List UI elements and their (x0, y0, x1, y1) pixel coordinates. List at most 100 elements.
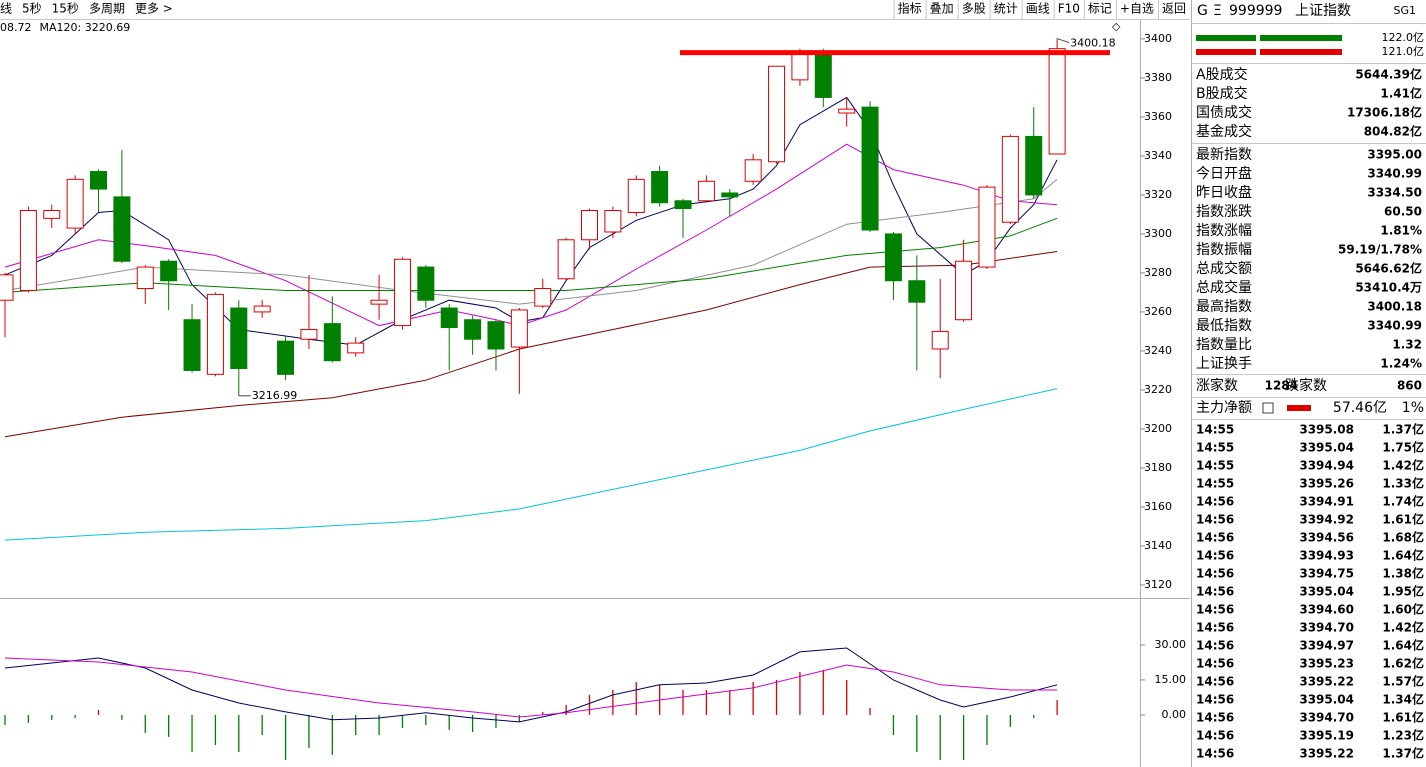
volume-bar (1260, 35, 1342, 41)
toolbar-button[interactable]: 返回 (1162, 2, 1186, 16)
row-label: 最低指数 (1196, 318, 1252, 334)
tick-time: 14:56 (1196, 621, 1234, 635)
tick-time: 14:56 (1196, 657, 1234, 671)
toolbar-item[interactable]: 更多 > (135, 2, 173, 16)
tick-price: 3395.19 (1299, 729, 1354, 743)
flow-pct: 1% (1402, 400, 1424, 416)
toolbar-item[interactable]: 多周期 (89, 2, 125, 16)
tick-price: 3395.04 (1299, 585, 1354, 599)
y-tick-label: 3220 (1144, 383, 1172, 396)
candle-body (721, 192, 739, 198)
candle-body (183, 319, 201, 371)
candle-body (113, 196, 131, 262)
tick-volume: 1.42亿 (1382, 620, 1424, 635)
candle-body (978, 186, 996, 268)
tick-price: 3395.04 (1299, 441, 1354, 455)
tick-price: 3394.70 (1299, 621, 1354, 635)
volume-bar-label: 122.0亿 (1382, 31, 1425, 44)
toolbar-item[interactable]: 5秒 (22, 2, 42, 16)
row-label: 指数振幅 (1196, 242, 1252, 258)
candle-body (1025, 135, 1043, 196)
tick-price: 3395.08 (1299, 423, 1354, 437)
flow-bar (1287, 405, 1311, 411)
row-label: 今日开盘 (1196, 165, 1252, 182)
candle-body (931, 330, 949, 350)
y-tick-label: 3340 (1144, 149, 1172, 162)
tick-volume: 1.33亿 (1382, 476, 1424, 491)
moving-average (4, 178, 1058, 305)
max-pointer (1056, 38, 1070, 44)
candle-body (440, 307, 458, 329)
volume-bar (1196, 49, 1256, 55)
tick-price: 3394.92 (1299, 513, 1354, 527)
toolbar-button[interactable]: 统计 (994, 2, 1018, 16)
candle-body (1048, 48, 1066, 155)
row-value: 1.81% (1380, 224, 1422, 238)
toolbar-button[interactable]: +自选 (1120, 2, 1154, 16)
diamond-icon: ◇ (1112, 20, 1121, 33)
tick-price: 3394.56 (1299, 531, 1354, 545)
candle-body (627, 178, 645, 213)
tick-price: 3394.70 (1299, 711, 1354, 725)
row-label: A股成交 (1196, 66, 1248, 83)
toolbar-button[interactable]: 标记 (1088, 2, 1112, 16)
row-label: 国债成交 (1196, 104, 1252, 121)
candle-body (66, 178, 84, 229)
header-text: SG1 (1393, 4, 1416, 17)
candle-body (557, 239, 575, 280)
tick-price: 3395.22 (1299, 675, 1354, 689)
candle-body (814, 54, 832, 98)
macd-line (4, 657, 1058, 718)
candle-body (838, 108, 856, 114)
y-tick-label: 3140 (1144, 539, 1172, 552)
legend-entry: 08.72 (0, 21, 32, 34)
toolbar-button[interactable]: 指标 (898, 1, 922, 16)
tick-time: 14:56 (1196, 639, 1234, 653)
candle-body (674, 200, 692, 210)
candle-body (347, 342, 365, 354)
row-value: 3400.18 (1367, 300, 1422, 314)
toolbar-button[interactable]: 多股 (962, 2, 986, 16)
toolbar-item[interactable]: 线 (0, 2, 12, 16)
tick-time: 14:56 (1196, 603, 1234, 617)
row-value: 60.50 (1384, 205, 1422, 219)
candle-body (510, 309, 528, 348)
row-label: 指数量比 (1196, 337, 1252, 353)
toolbar-button[interactable]: F10 (1058, 2, 1080, 16)
row-value: 53410.4万 (1355, 281, 1422, 295)
row-label: 指数涨幅 (1196, 223, 1252, 239)
breadth-text: 跌家数 (1285, 377, 1327, 394)
breadth-text: 涨家数 (1196, 377, 1238, 394)
volume-bar (1260, 49, 1342, 55)
row-value: 1.32 (1392, 338, 1422, 352)
tick-price: 3394.91 (1299, 495, 1354, 509)
toolbar-button[interactable]: 叠加 (930, 2, 954, 16)
y-tick-label: 3300 (1144, 227, 1172, 240)
candle-body (955, 260, 973, 321)
tick-time: 14:55 (1196, 477, 1234, 491)
tick-time: 14:56 (1196, 585, 1234, 599)
header-text: 上证指数 (1295, 3, 1351, 19)
volume-bar-label: 121.0亿 (1382, 45, 1425, 58)
toolbar-button[interactable]: 画线 (1026, 2, 1050, 16)
tick-volume: 1.60亿 (1382, 602, 1424, 617)
row-label: 基金成交 (1196, 123, 1252, 140)
tick-time: 14:56 (1196, 711, 1234, 725)
candle-body (861, 106, 879, 231)
candle-body (487, 321, 505, 350)
candle-body (206, 293, 224, 375)
tick-volume: 1.75亿 (1382, 440, 1424, 455)
volume-bar (1196, 35, 1256, 41)
tick-volume: 1.34亿 (1382, 692, 1424, 707)
candle-body (90, 171, 108, 190)
row-label: 总成交额 (1196, 260, 1252, 277)
y-tick-label: 3160 (1144, 500, 1172, 513)
y-tick-label: 3280 (1144, 266, 1172, 279)
tick-price: 3394.75 (1299, 567, 1354, 581)
toolbar-item[interactable]: 15秒 (52, 2, 79, 16)
tick-time: 14:56 (1196, 675, 1234, 689)
tick-volume: 1.38亿 (1382, 566, 1424, 581)
candle-body (160, 260, 178, 282)
